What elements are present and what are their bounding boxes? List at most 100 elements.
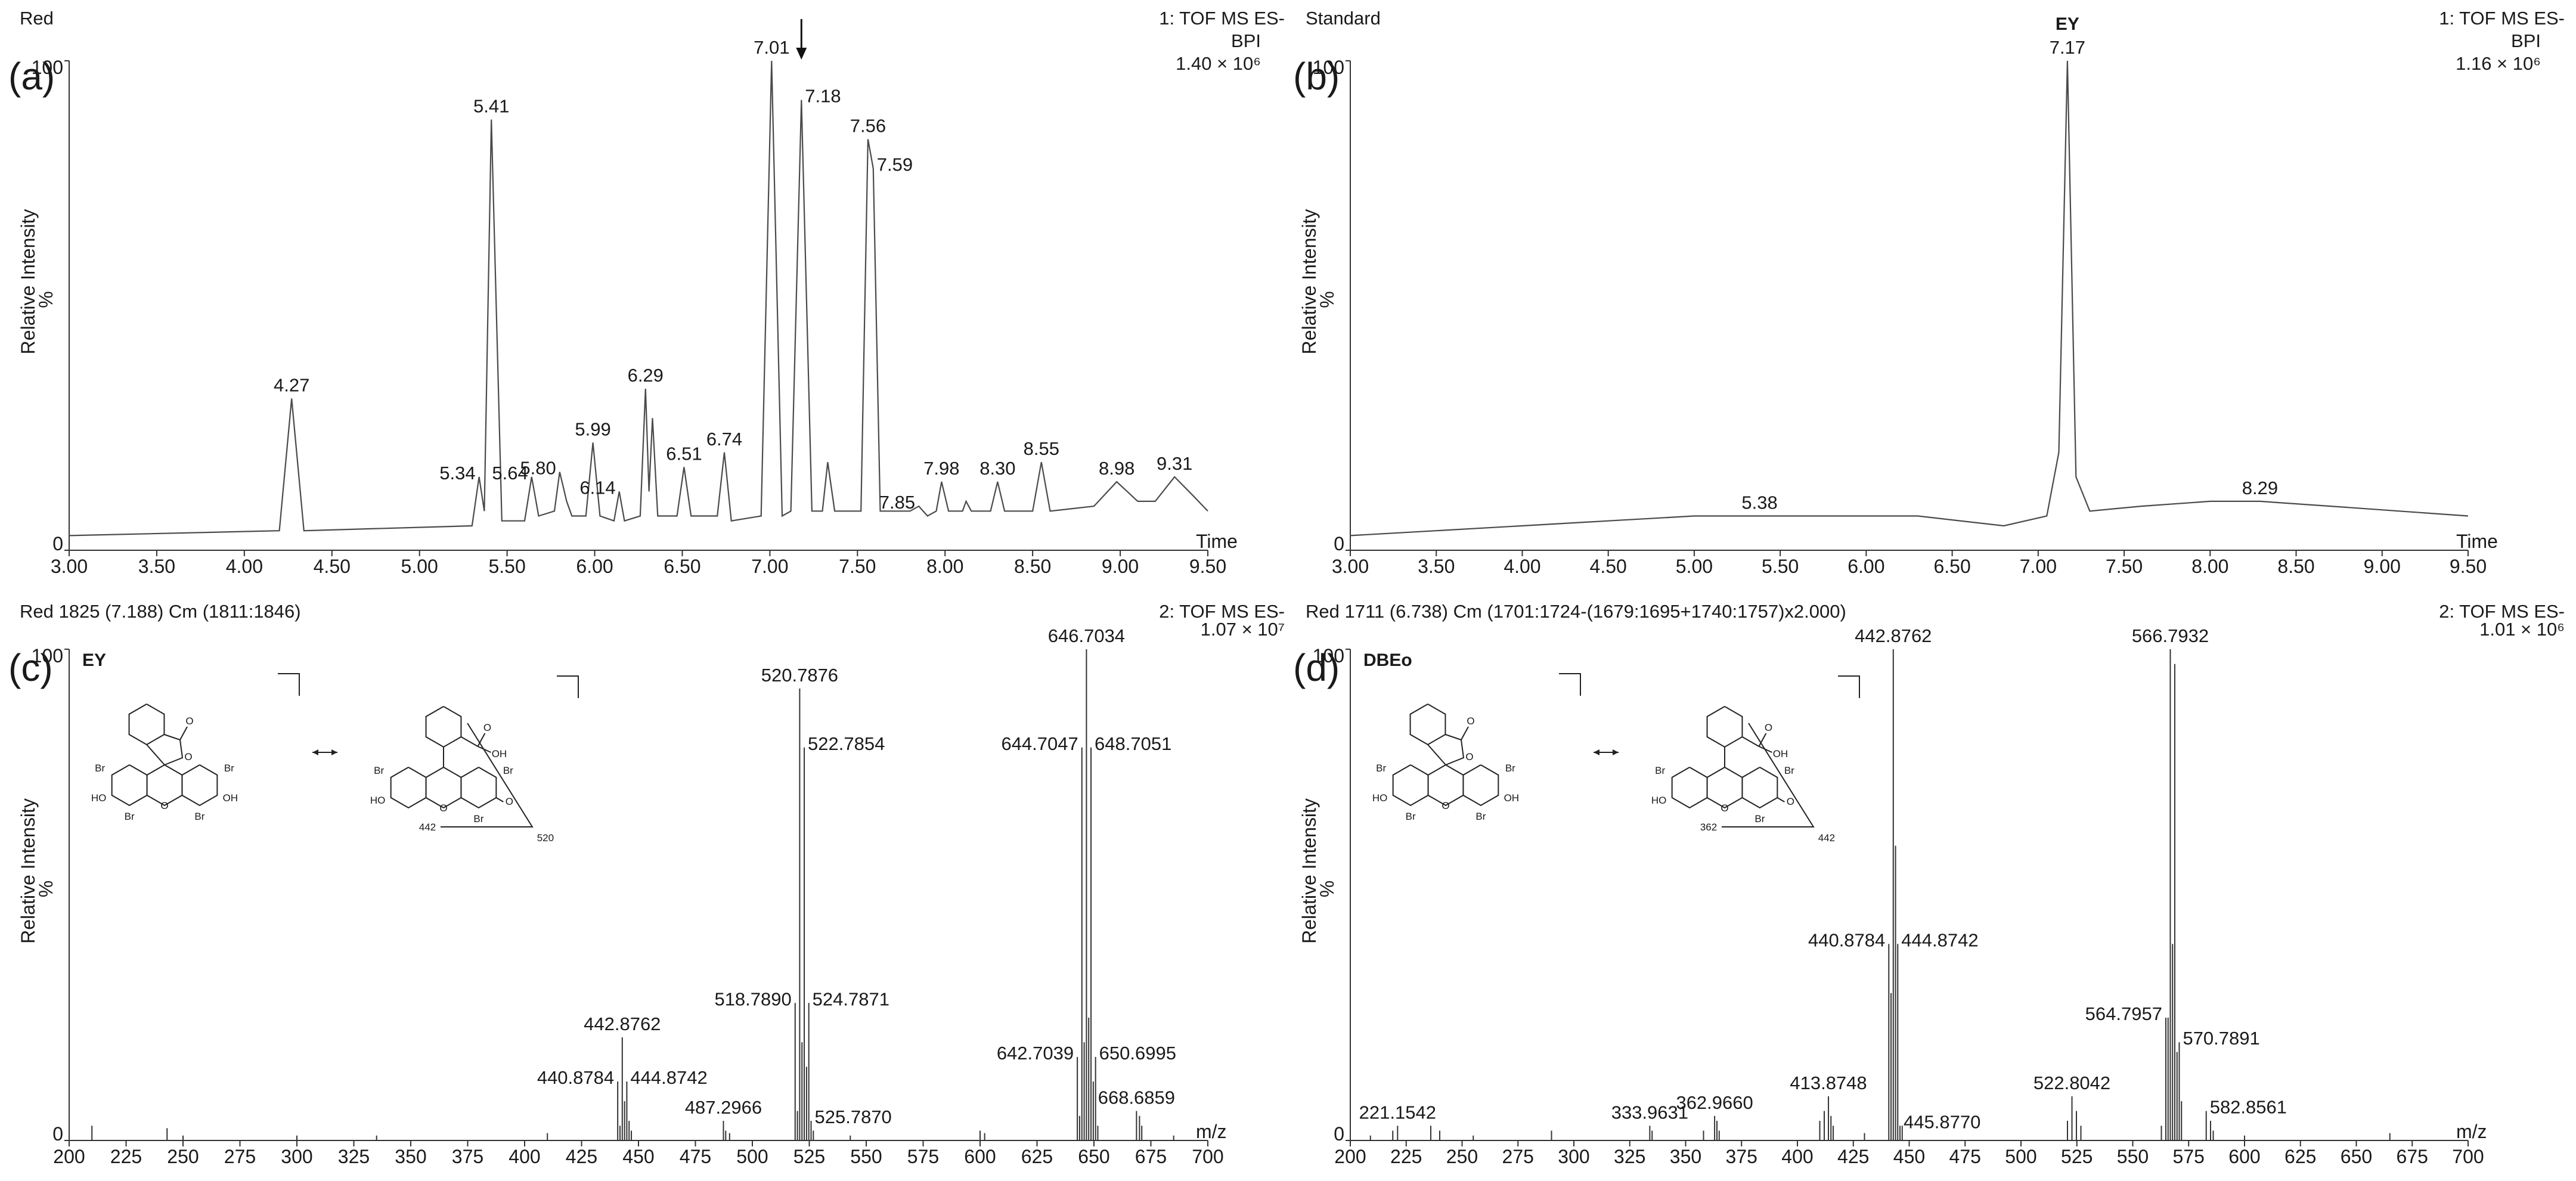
x-tick-label: 200 bbox=[1334, 1146, 1366, 1167]
bond bbox=[460, 767, 497, 809]
x-tick-label: 4.00 bbox=[1504, 556, 1540, 577]
structure-label: O bbox=[1467, 715, 1474, 727]
structure-label: Br bbox=[95, 762, 105, 774]
x-tick-label: 8.50 bbox=[1014, 556, 1051, 577]
peak-label: 440.8784 bbox=[1808, 929, 1885, 950]
peak-label: 440.8784 bbox=[537, 1067, 614, 1088]
bond bbox=[425, 767, 462, 809]
peak-label: 8.55 bbox=[1024, 438, 1059, 459]
bond bbox=[557, 675, 579, 698]
x-tick-label: 700 bbox=[1192, 1146, 1223, 1167]
x-tick-label: 350 bbox=[1670, 1146, 1701, 1167]
x-tick-label: 600 bbox=[2228, 1146, 2260, 1167]
x-tick-label: 250 bbox=[1446, 1146, 1478, 1167]
peak-label: 520.7876 bbox=[761, 665, 838, 686]
x-tick-label: 8.00 bbox=[926, 556, 963, 577]
peak-label: 5.99 bbox=[575, 419, 610, 439]
peak-label: 6.51 bbox=[666, 443, 702, 464]
y-axis-label: Relative Intensity bbox=[17, 798, 39, 944]
peak-label: 442.8762 bbox=[1855, 625, 1932, 646]
compound-label: EY bbox=[82, 650, 106, 670]
x-tick-label: 550 bbox=[2117, 1146, 2149, 1167]
x-tick-label: 675 bbox=[1135, 1146, 1167, 1167]
panel-letter: (d) bbox=[1293, 646, 1340, 689]
structure-label: O bbox=[439, 802, 447, 814]
peak-label: 6.14 bbox=[579, 477, 615, 498]
structure: Br Br HO O O O OH Br Br bbox=[1372, 673, 1581, 822]
bond bbox=[146, 744, 165, 765]
x-tick-label: 475 bbox=[680, 1146, 711, 1167]
peak-label: 525.7870 bbox=[815, 1106, 892, 1127]
x-tick-label: 5.00 bbox=[401, 556, 438, 577]
header-right: BPI bbox=[1231, 30, 1261, 51]
peak-label: 221.1542 bbox=[1359, 1102, 1436, 1123]
panel-title: Red 1825 (7.188) Cm (1811:1846) bbox=[20, 601, 301, 622]
header-right: 1.40 × 10⁶ bbox=[1176, 53, 1261, 74]
panel-title: Red 1711 (6.738) Cm (1701:1724-(1679:169… bbox=[1306, 601, 1846, 622]
bond bbox=[1838, 675, 1860, 698]
bond bbox=[181, 764, 218, 807]
bond bbox=[1706, 706, 1743, 748]
x-tick-label: 6.50 bbox=[664, 556, 700, 577]
panel-title: Red bbox=[20, 8, 54, 29]
header-right: 1: TOF MS ES- bbox=[2439, 8, 2565, 29]
x-tick-label: 225 bbox=[1390, 1146, 1422, 1167]
x-tick-label: 9.00 bbox=[1102, 556, 1139, 577]
peak-label: 8.98 bbox=[1099, 458, 1134, 479]
structure-label: O bbox=[1442, 800, 1449, 811]
bond bbox=[1427, 744, 1446, 765]
bond bbox=[278, 673, 300, 696]
bond bbox=[164, 734, 184, 765]
panel-letter: (a) bbox=[8, 55, 55, 98]
x-tick-label: 6.00 bbox=[576, 556, 613, 577]
x-axis-label: m/z bbox=[2456, 1121, 2487, 1142]
x-tick-label: 3.50 bbox=[1418, 556, 1455, 577]
x-axis-label: Time bbox=[2456, 531, 2498, 552]
x-tick-label: 5.50 bbox=[488, 556, 525, 577]
x-tick-label: 625 bbox=[1021, 1146, 1053, 1167]
x-tick-label: 6.50 bbox=[1933, 556, 1970, 577]
peak-label: 5.34 bbox=[439, 463, 475, 483]
x-tick-label: 250 bbox=[167, 1146, 199, 1167]
structure-label: Br bbox=[503, 765, 513, 776]
structure-label: 442 bbox=[419, 822, 436, 833]
y-tick-label: 0 bbox=[52, 533, 63, 554]
y-tick-label: 100 bbox=[32, 57, 63, 78]
y-axis-label: Relative Intensity bbox=[17, 209, 39, 355]
peak-label: 444.8742 bbox=[630, 1067, 707, 1088]
peak-label: 566.7932 bbox=[2132, 625, 2209, 646]
structure-label: O bbox=[185, 715, 193, 727]
y-tick-label: 100 bbox=[32, 645, 63, 667]
x-tick-label: 275 bbox=[1502, 1146, 1534, 1167]
structure-label: OH bbox=[492, 748, 507, 760]
peak-label: 7.59 bbox=[877, 154, 913, 175]
x-tick-label: 5.50 bbox=[1762, 556, 1799, 577]
peak-label: 522.8042 bbox=[2033, 1072, 2110, 1093]
peak-label: 333.9631 bbox=[1611, 1102, 1688, 1123]
y-tick-label: 0 bbox=[52, 1123, 63, 1145]
x-tick-label: 8.50 bbox=[2277, 556, 2314, 577]
structure-label: O bbox=[1765, 722, 1772, 733]
bond bbox=[1758, 733, 1767, 747]
x-tick-label: 425 bbox=[1837, 1146, 1869, 1167]
peak-label: 487.2966 bbox=[685, 1097, 762, 1118]
x-tick-label: 375 bbox=[1726, 1146, 1757, 1167]
x-tick-label: 7.50 bbox=[839, 556, 876, 577]
peak-label: 9.31 bbox=[1157, 453, 1192, 474]
compound-label: EY bbox=[2056, 14, 2079, 34]
peak-label: 570.7891 bbox=[2183, 1028, 2259, 1049]
peak-label: 5.64 bbox=[492, 463, 528, 483]
structure-label: Br bbox=[1784, 765, 1794, 776]
x-tick-label: 9.00 bbox=[2364, 556, 2401, 577]
trace bbox=[69, 60, 1208, 537]
x-axis-label: m/z bbox=[1196, 1121, 1227, 1142]
bond bbox=[179, 726, 188, 740]
peak-label: 413.8748 bbox=[1790, 1072, 1867, 1093]
arrow-head bbox=[1594, 749, 1599, 755]
x-tick-label: 375 bbox=[452, 1146, 483, 1167]
x-tick-label: 8.00 bbox=[2191, 556, 2228, 577]
x-tick-label: 650 bbox=[1078, 1146, 1109, 1167]
peak-label: 4.27 bbox=[274, 374, 309, 395]
x-tick-label: 7.50 bbox=[2106, 556, 2143, 577]
bond bbox=[425, 706, 462, 748]
